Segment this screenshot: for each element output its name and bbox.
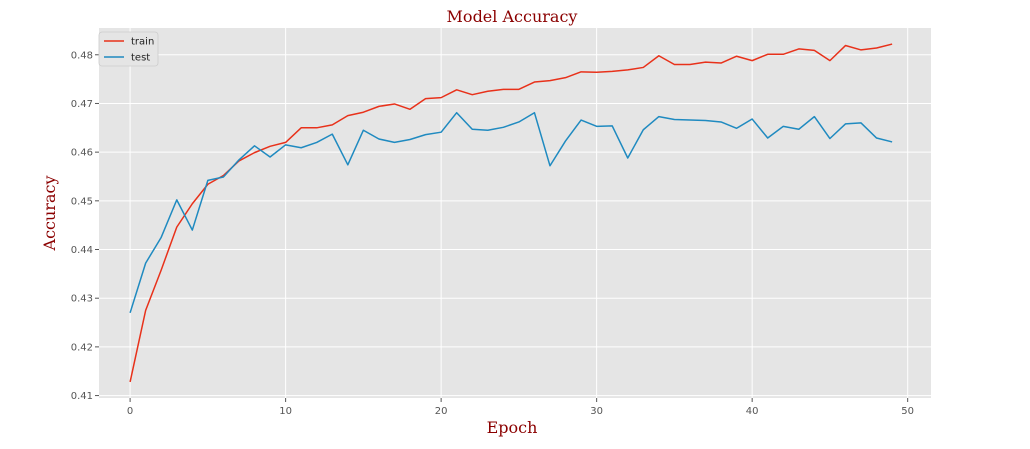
x-tick-label: 50 <box>901 406 914 417</box>
chart-title: Model Accuracy <box>447 7 578 26</box>
legend-label-train: train <box>131 37 154 48</box>
x-axis-title: Epoch <box>487 418 538 437</box>
series-line-test <box>129 111 893 314</box>
y-tick-label: 0.42 <box>71 342 93 353</box>
y-tick-label: 0.41 <box>71 391 93 402</box>
legend-label-test: test <box>131 53 150 64</box>
series-line-train <box>129 43 893 383</box>
x-tick-label: 30 <box>590 406 603 417</box>
x-tick-label: 10 <box>279 406 292 417</box>
grid-lines <box>99 28 931 398</box>
y-tick-label: 0.45 <box>71 196 93 207</box>
y-axis-title: Accuracy <box>40 176 59 252</box>
legend: train test <box>98 31 159 67</box>
x-tick-label: 20 <box>435 406 448 417</box>
x-tick-label: 40 <box>746 406 759 417</box>
y-tick-label: 0.47 <box>71 99 93 110</box>
y-tick-label: 0.43 <box>71 294 93 305</box>
x-tick-labels: 0 10 20 30 40 50 <box>127 398 914 417</box>
series-lines <box>129 43 893 383</box>
y-tick-label: 0.46 <box>71 148 93 159</box>
plot-background <box>99 28 931 398</box>
y-tick-label: 0.48 <box>71 50 93 61</box>
y-tick-labels: 0.41 0.42 0.43 0.44 0.45 0.46 0.47 0.48 <box>71 50 99 402</box>
x-tick-label: 0 <box>127 406 133 417</box>
y-tick-label: 0.44 <box>71 245 93 256</box>
